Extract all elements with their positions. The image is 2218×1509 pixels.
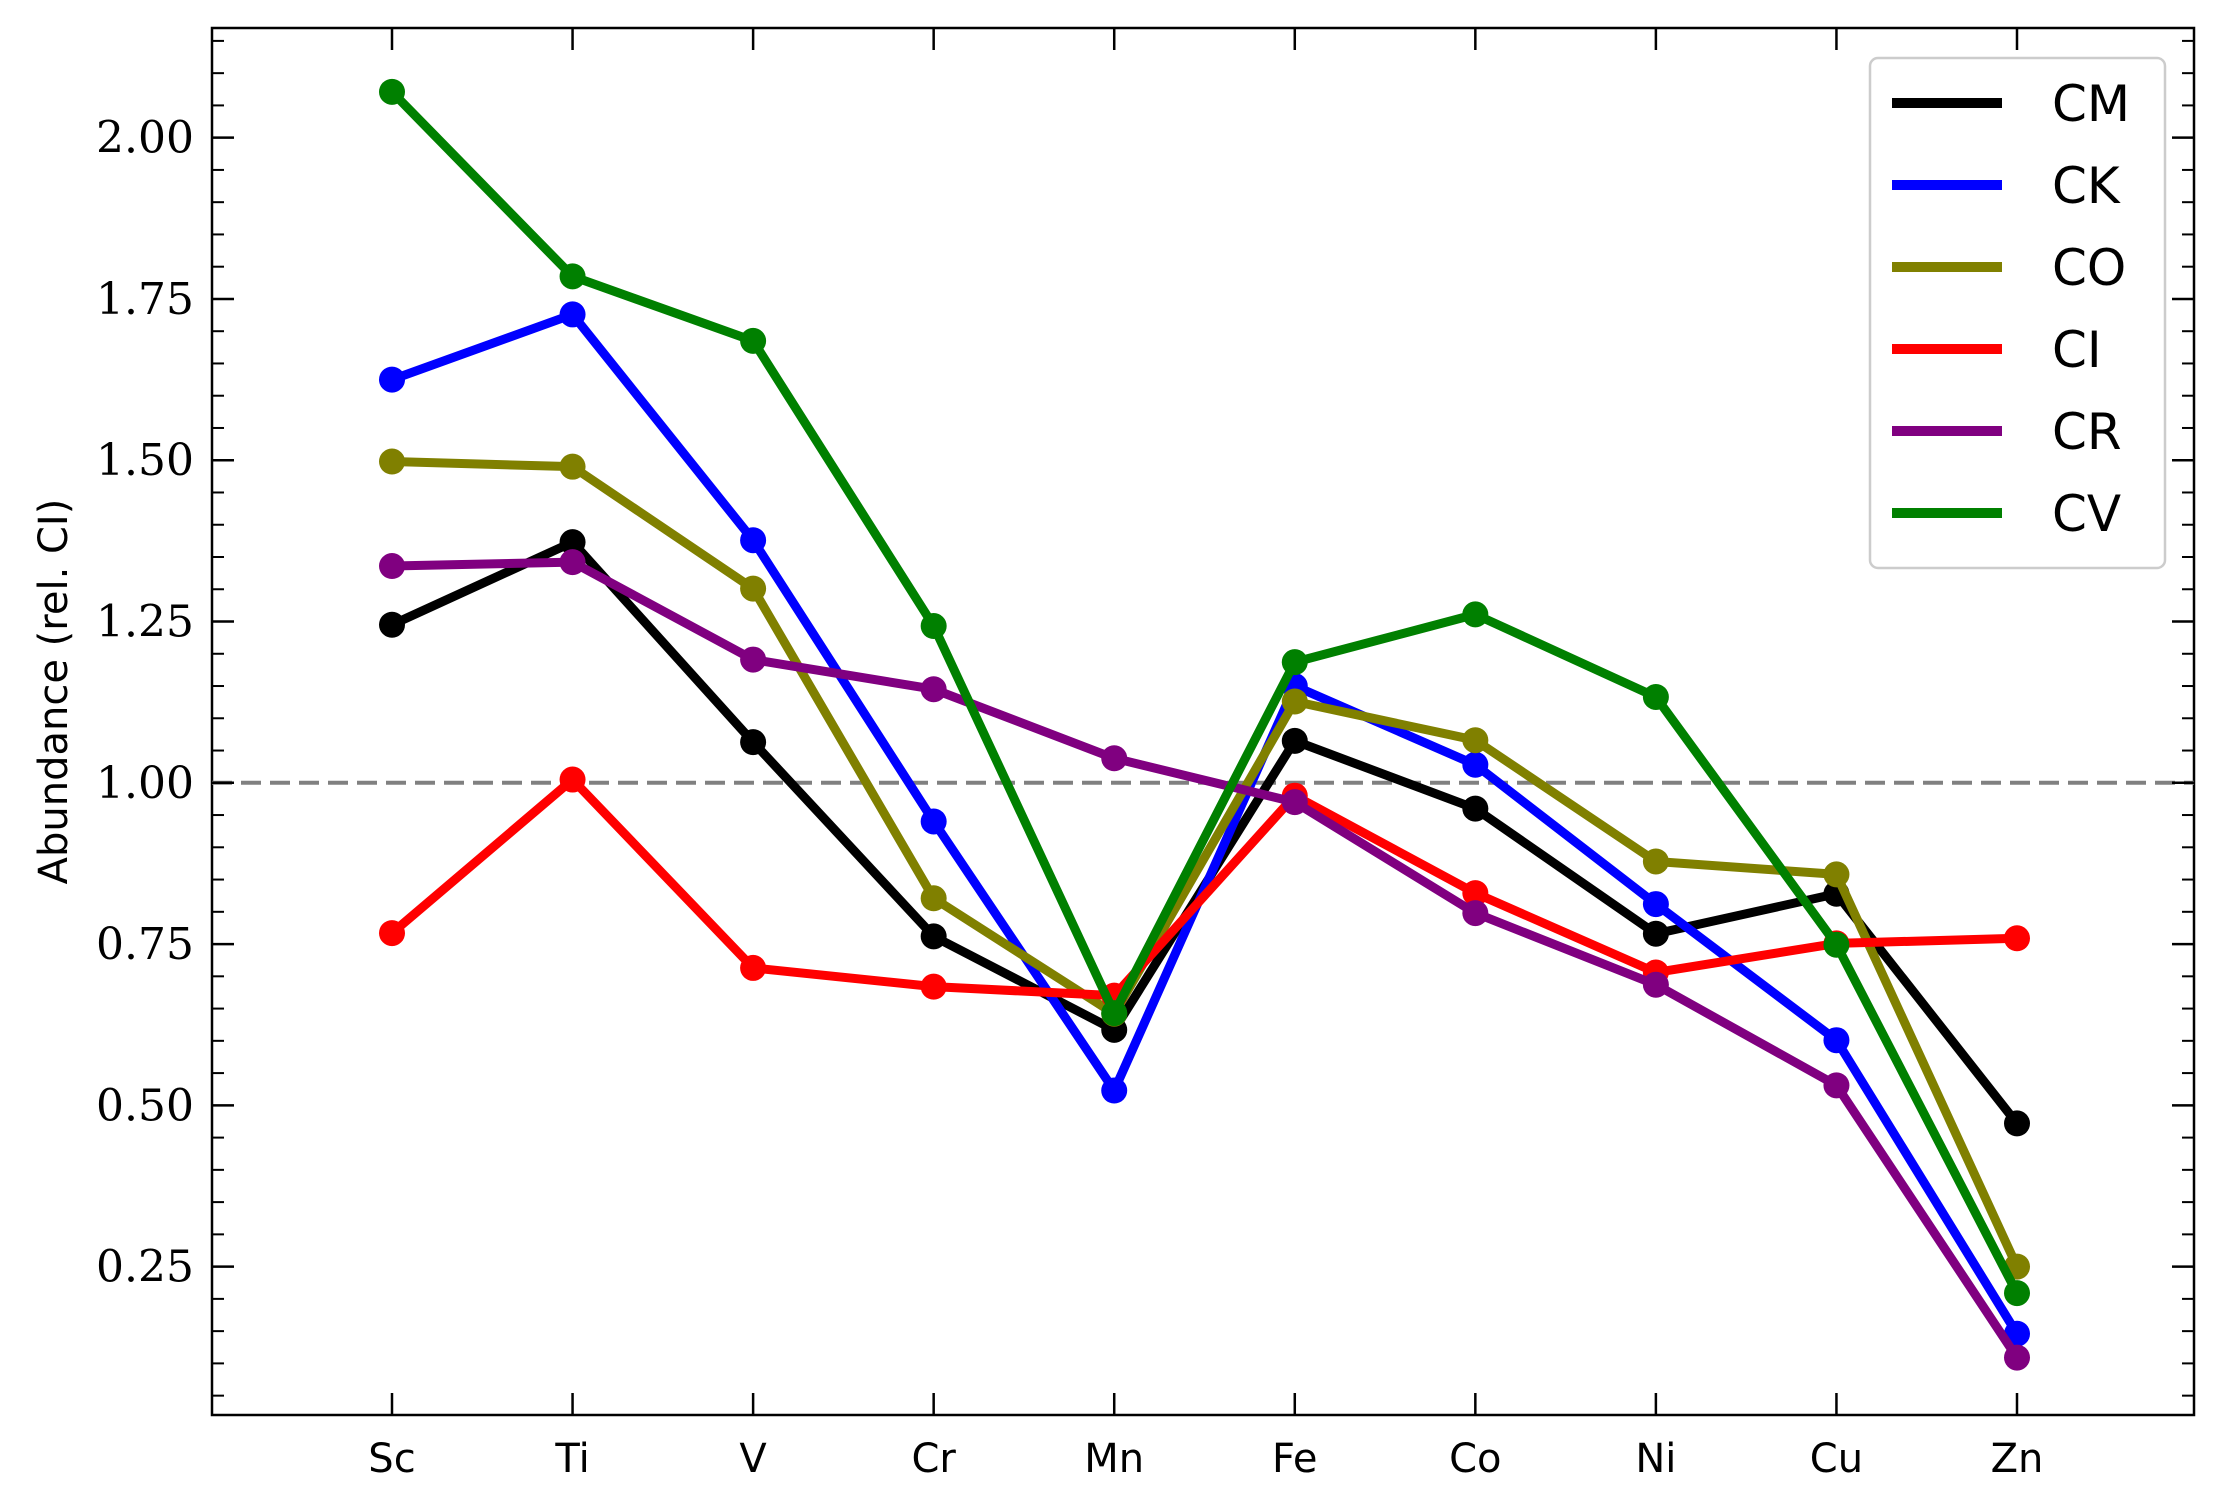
data-point (2004, 1110, 2030, 1137)
data-point (1642, 971, 1669, 998)
data-point (559, 301, 586, 328)
data-point (920, 676, 947, 703)
x-tick-label: Mn (1084, 1436, 1144, 1482)
legend-label: CM (2052, 75, 2130, 133)
plot-frame (210, 26, 2196, 1417)
y-tick-label: 0.50 (96, 1080, 194, 1131)
x-tick-label: Sc (368, 1436, 415, 1482)
data-point (379, 366, 405, 393)
data-point (1462, 751, 1489, 778)
data-point (1823, 931, 1850, 958)
x-tick-label: Ni (1635, 1436, 1676, 1482)
data-point (2004, 1344, 2030, 1371)
data-point (740, 327, 767, 354)
series-cr (379, 549, 2030, 1371)
data-point (1642, 920, 1669, 947)
legend-label: CK (2052, 157, 2121, 215)
data-point (1823, 1027, 1850, 1054)
y-tick-label: 0.75 (96, 919, 194, 970)
series-line (387, 775, 2022, 1001)
data-point (379, 920, 405, 947)
data-point (559, 263, 586, 290)
data-point (1642, 848, 1669, 875)
data-point (1462, 880, 1489, 907)
series-line (387, 87, 2022, 1298)
legend-label: CO (2052, 239, 2126, 297)
data-point (379, 553, 405, 580)
series-ck (379, 301, 2030, 1347)
data-point (740, 954, 767, 981)
series-line (387, 557, 2022, 1363)
legend-label: CV (2052, 485, 2121, 543)
y-tick-label: 1.50 (96, 435, 194, 486)
data-point (1101, 1077, 1128, 1104)
data-point (559, 766, 586, 793)
data-point (1101, 1000, 1128, 1027)
data-point (559, 529, 586, 556)
data-point (920, 923, 947, 950)
x-tick-label: Cr (911, 1436, 956, 1482)
data-point (559, 453, 586, 480)
data-point (1101, 745, 1128, 772)
legend: CM CK CO CI CR CV (1868, 56, 2167, 570)
series-line (387, 309, 2022, 1339)
legend-label: CI (2052, 321, 2102, 379)
series-line (387, 457, 2022, 1272)
data-point (1281, 688, 1308, 715)
data-point (740, 575, 767, 602)
data-point (2004, 925, 2030, 952)
data-point (1642, 683, 1669, 710)
data-point (920, 885, 947, 912)
data-point (559, 549, 586, 576)
data-point (1823, 861, 1850, 888)
x-tick-label: V (739, 1436, 767, 1482)
data-point (1281, 789, 1308, 816)
series-cv (379, 78, 2030, 1307)
data-point (1823, 1072, 1850, 1099)
y-axis-title: Abundance (rel. CI) (31, 499, 77, 885)
data-point (740, 646, 767, 673)
data-point (1462, 601, 1489, 628)
data-point (1462, 795, 1489, 822)
data-point (1642, 891, 1669, 918)
legend-label: CR (2052, 403, 2122, 461)
y-tick-label: 1.00 (96, 758, 194, 809)
x-tick-label: Co (1449, 1436, 1501, 1482)
data-point (920, 973, 947, 1000)
x-tick-label: Fe (1272, 1436, 1317, 1482)
x-tick-label: Zn (1991, 1436, 2044, 1482)
data-point (1281, 727, 1308, 754)
data-point (379, 611, 405, 638)
y-tick-label: 1.75 (96, 274, 194, 325)
data-point (1281, 649, 1308, 676)
y-tick-label: 1.25 (96, 597, 194, 648)
data-point (379, 448, 405, 475)
y-tick-label: 0.25 (96, 1242, 194, 1293)
data-point (740, 527, 767, 554)
data-point (920, 613, 947, 640)
data-point (920, 808, 947, 835)
data-point (379, 78, 405, 105)
data-point (2004, 1280, 2030, 1307)
data-point (1462, 727, 1489, 754)
x-tick-label: Ti (554, 1436, 589, 1482)
data-point (1462, 900, 1489, 927)
y-tick-label: 2.00 (96, 113, 194, 164)
x-tick-label: Cu (1810, 1436, 1863, 1482)
data-point (740, 729, 767, 756)
